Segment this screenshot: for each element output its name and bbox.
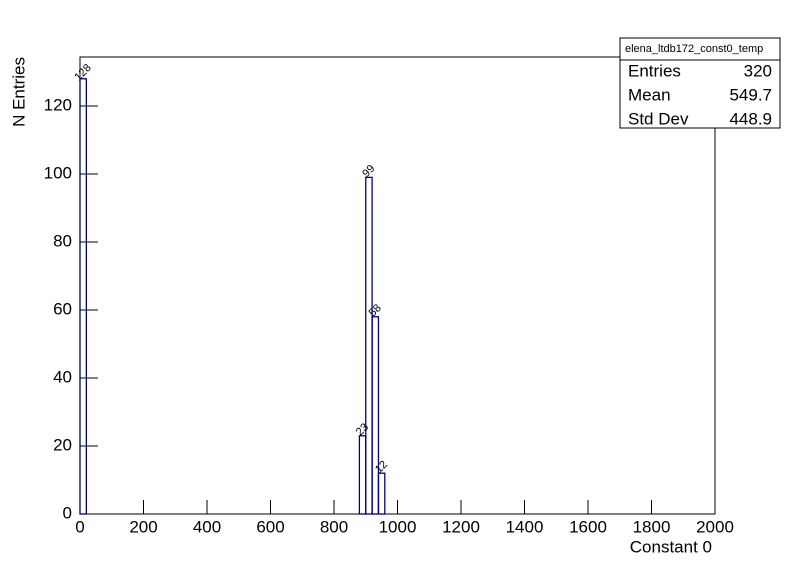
x-tick-label: 1000 — [379, 517, 417, 536]
bar-value-label: 128 — [72, 62, 93, 83]
bar-value-label: 58 — [367, 302, 384, 319]
y-tick-label: 60 — [53, 299, 72, 318]
histogram-bar — [371, 316, 380, 515]
bar-value-label: 12 — [373, 459, 390, 476]
y-tick-label: 120 — [44, 95, 72, 114]
stats-box: elena_ltdb172_const0_temp — [619, 37, 781, 129]
stats-value: 549.7 — [729, 85, 772, 104]
stats-label: Std Dev — [628, 109, 689, 128]
histogram-bar — [377, 472, 386, 515]
y-axis-title: N Entries — [9, 57, 28, 127]
stats-title: elena_ltdb172_const0_temp — [625, 43, 763, 55]
x-tick-label: 1400 — [506, 517, 544, 536]
x-tick-label: 1600 — [569, 517, 607, 536]
y-tick-label: 40 — [53, 367, 72, 386]
y-tick-label: 80 — [53, 231, 72, 250]
y-tick-label: 0 — [63, 503, 72, 522]
stats-label: Mean — [628, 85, 671, 104]
x-tick-label: 2000 — [696, 517, 734, 536]
histogram-bar — [358, 435, 367, 515]
x-tick-label: 400 — [193, 517, 221, 536]
histogram-bar — [79, 78, 87, 515]
y-tick-label: 20 — [53, 435, 72, 454]
stats-value: 448.9 — [729, 109, 772, 128]
stats-value: 320 — [744, 61, 772, 80]
bar-value-label: 99 — [360, 163, 377, 180]
x-tick-label: 800 — [320, 517, 348, 536]
y-tick-label: 100 — [44, 163, 72, 182]
bar-value-label: 23 — [354, 421, 371, 438]
x-tick-label: 0 — [75, 517, 84, 536]
histogram-bar — [365, 176, 373, 515]
x-tick-label: 1200 — [442, 517, 480, 536]
stats-label: Entries — [628, 61, 681, 80]
x-axis-title: Constant 0 — [630, 537, 712, 556]
x-tick-label: 200 — [129, 517, 157, 536]
x-tick-label: 1800 — [633, 517, 671, 536]
x-tick-label: 600 — [256, 517, 284, 536]
